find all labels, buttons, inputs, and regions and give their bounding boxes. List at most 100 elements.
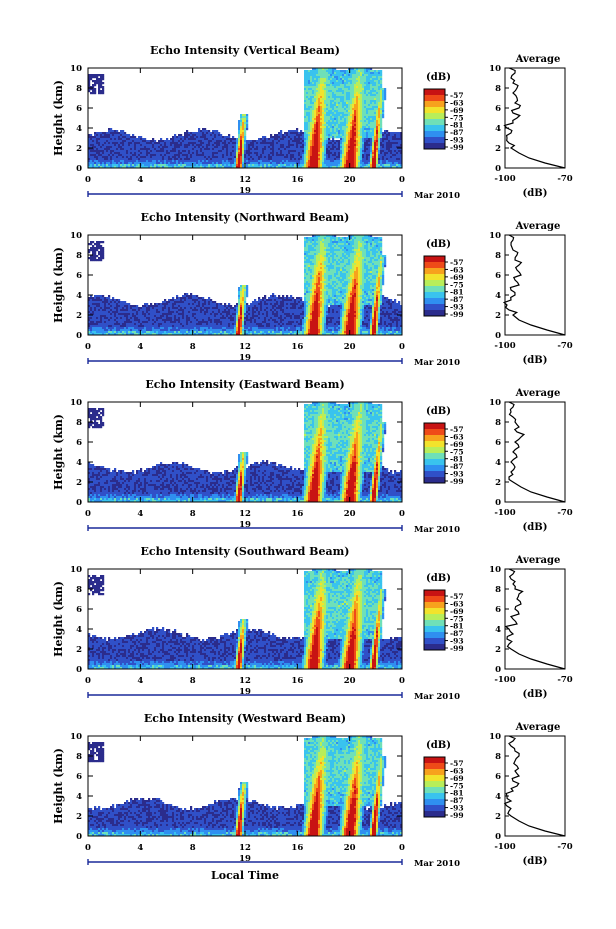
heatmap-cell <box>106 305 109 308</box>
heatmap-cell <box>102 295 105 298</box>
heatmap-cell <box>170 164 173 167</box>
heatmap-cell <box>90 247 93 250</box>
heatmap-cell <box>176 309 179 312</box>
heatmap-cell <box>256 148 259 151</box>
heatmap-cell <box>344 104 347 107</box>
heatmap-cell <box>310 154 313 157</box>
heatmap-cell <box>348 88 351 91</box>
heatmap-cell <box>360 88 363 91</box>
heatmap-cell <box>172 315 175 318</box>
heatmap-cell <box>354 110 357 113</box>
heatmap-cell <box>132 317 135 320</box>
heatmap-cell <box>296 138 299 141</box>
heatmap-cell <box>294 140 297 143</box>
heatmap-cell <box>376 134 379 137</box>
heatmap-cell <box>350 134 353 137</box>
heatmap-cell <box>88 315 91 318</box>
heatmap-cell <box>136 138 139 141</box>
heatmap-cell <box>280 158 283 161</box>
heatmap-cell <box>340 152 343 155</box>
heatmap-cell <box>240 152 243 155</box>
heatmap-cell <box>306 156 309 159</box>
heatmap-cell <box>368 92 371 95</box>
heatmap-cell <box>250 162 253 165</box>
heatmap-cell <box>144 164 147 167</box>
heatmap-cell <box>184 164 187 167</box>
heatmap-cell <box>166 333 169 335</box>
heatmap-cell <box>100 303 103 306</box>
heatmap-cell <box>296 136 299 139</box>
heatmap-cell <box>358 140 361 143</box>
heatmap-cell <box>342 142 345 145</box>
heatmap-cell <box>374 120 377 123</box>
heatmap-cell <box>156 325 159 328</box>
heatmap-cell <box>364 116 367 119</box>
heatmap-cell <box>310 116 313 119</box>
heatmap-cell <box>316 102 319 105</box>
heatmap-cell <box>344 128 347 131</box>
heatmap-cell <box>400 166 402 168</box>
heatmap-cell <box>120 164 123 167</box>
heatmap-cell <box>240 132 243 135</box>
heatmap-cell <box>374 114 377 117</box>
heatmap-cell <box>342 90 345 93</box>
heatmap-cell <box>158 303 161 306</box>
heatmap-cell <box>98 84 101 87</box>
heatmap-cell <box>318 100 321 103</box>
heatmap-cell <box>338 90 341 93</box>
heatmap-cell <box>234 156 237 159</box>
heatmap-cell <box>384 134 387 137</box>
heatmap-cell <box>248 160 251 163</box>
heatmap-cell <box>106 148 109 151</box>
heatmap-cell <box>354 162 357 165</box>
heatmap-cell <box>316 70 319 73</box>
heatmap-cell <box>148 166 151 168</box>
heatmap-cell <box>288 138 291 141</box>
heatmap-cell <box>278 160 281 163</box>
heatmap-cell <box>112 150 115 153</box>
heatmap-cell <box>110 321 113 324</box>
heatmap-cell <box>350 140 353 143</box>
heatmap-cell <box>366 112 369 115</box>
heatmap-cell <box>182 142 185 145</box>
heatmap-cell <box>250 156 253 159</box>
heatmap-cell <box>240 138 243 141</box>
heatmap-cell <box>320 146 323 149</box>
heatmap-cell <box>356 104 359 107</box>
heatmap-cell <box>144 142 147 145</box>
heatmap-cell <box>272 162 275 165</box>
heatmap-cell <box>124 319 127 322</box>
heatmap-cell <box>280 146 283 149</box>
heatmap-cell <box>166 319 169 322</box>
heatmap-cell <box>384 130 387 133</box>
heatmap-cell <box>102 299 105 302</box>
heatmap-cell <box>262 148 265 151</box>
heatmap-cell <box>146 150 149 153</box>
heatmap-cell <box>174 325 177 328</box>
heatmap-cell <box>154 156 157 159</box>
heatmap-cell <box>134 156 137 159</box>
heatmap-cell <box>270 152 273 155</box>
heatmap-cell <box>382 146 385 149</box>
heatmap-cell <box>132 144 135 147</box>
heatmap-cell <box>320 150 323 153</box>
heatmap-cell <box>120 130 123 133</box>
heatmap-cell <box>96 82 99 85</box>
heatmap-cell <box>342 134 345 137</box>
heatmap-cell <box>116 136 119 139</box>
heatmap-cell <box>108 140 111 143</box>
heatmap-cell <box>370 110 373 113</box>
heatmap-cell <box>170 160 173 163</box>
heatmap-cell <box>240 148 243 151</box>
heatmap-cell <box>270 146 273 149</box>
heatmap-cell <box>100 245 103 248</box>
heatmap-cell <box>376 152 379 155</box>
heatmap-cell <box>136 146 139 149</box>
heatmap-cell <box>116 303 119 306</box>
heatmap-cell <box>242 144 245 147</box>
heatmap-cell <box>148 144 151 147</box>
heatmap-cell <box>374 108 377 111</box>
heatmap-cell <box>326 70 329 73</box>
heatmap-cell <box>230 164 233 167</box>
heatmap-cell <box>378 150 381 153</box>
